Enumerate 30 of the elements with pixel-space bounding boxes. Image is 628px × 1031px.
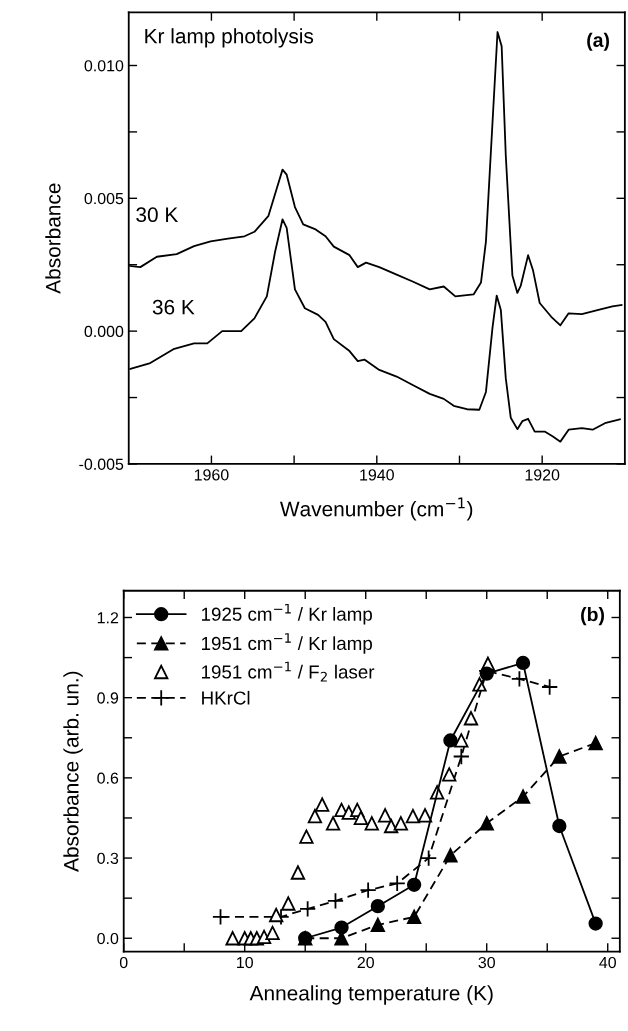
x-tick-label: 30 (478, 956, 495, 969)
x-tick-label: 0 (119, 956, 128, 969)
y-axis-title: Absorbance (arb. un.) (63, 671, 83, 872)
x-tick-label: 20 (357, 956, 374, 969)
y-tick-label: 0.005 (84, 192, 124, 205)
y-axis-title: Absorbance (45, 183, 61, 294)
x-axis-title: Annealing temperature (K) (249, 985, 493, 1005)
annotation: (b) (581, 607, 604, 626)
series-label: 30 K (136, 207, 179, 223)
x-tick-label: 10 (237, 956, 253, 969)
y-tick-label: 0.9 (97, 692, 119, 704)
y-tick-label: -0.005 (79, 458, 124, 470)
y-tick-label: 0.010 (84, 60, 124, 72)
legend-label: 1951 cm$^{−1}$ / F$_{2}$ laser (202, 661, 375, 682)
x-axis-title: Wavenumber (cm$^{−1}$) (280, 497, 473, 521)
x-tick-label: 1920 (525, 469, 560, 481)
y-tick-label: 0.000 (84, 325, 124, 338)
legend-label: HKrCl (202, 690, 250, 705)
x-tick-label: 40 (599, 956, 616, 969)
y-tick-label: 0.0 (97, 932, 119, 945)
series-label: 36 K (152, 299, 195, 315)
y-tick-label: 0.3 (97, 852, 119, 864)
annotation: (a) (587, 32, 610, 51)
legend-label: 1925 cm$^{−1}$ / Kr lamp (202, 603, 372, 625)
annotation: Kr lamp photolysis (145, 28, 314, 48)
x-tick-label: 1960 (194, 469, 229, 481)
x-tick-label: 1940 (360, 469, 394, 481)
y-tick-label: 1.2 (97, 612, 119, 624)
legend-label: 1951 cm$^{−1}$ / Kr lamp (202, 633, 372, 654)
y-tick-label: 0.6 (97, 772, 119, 784)
